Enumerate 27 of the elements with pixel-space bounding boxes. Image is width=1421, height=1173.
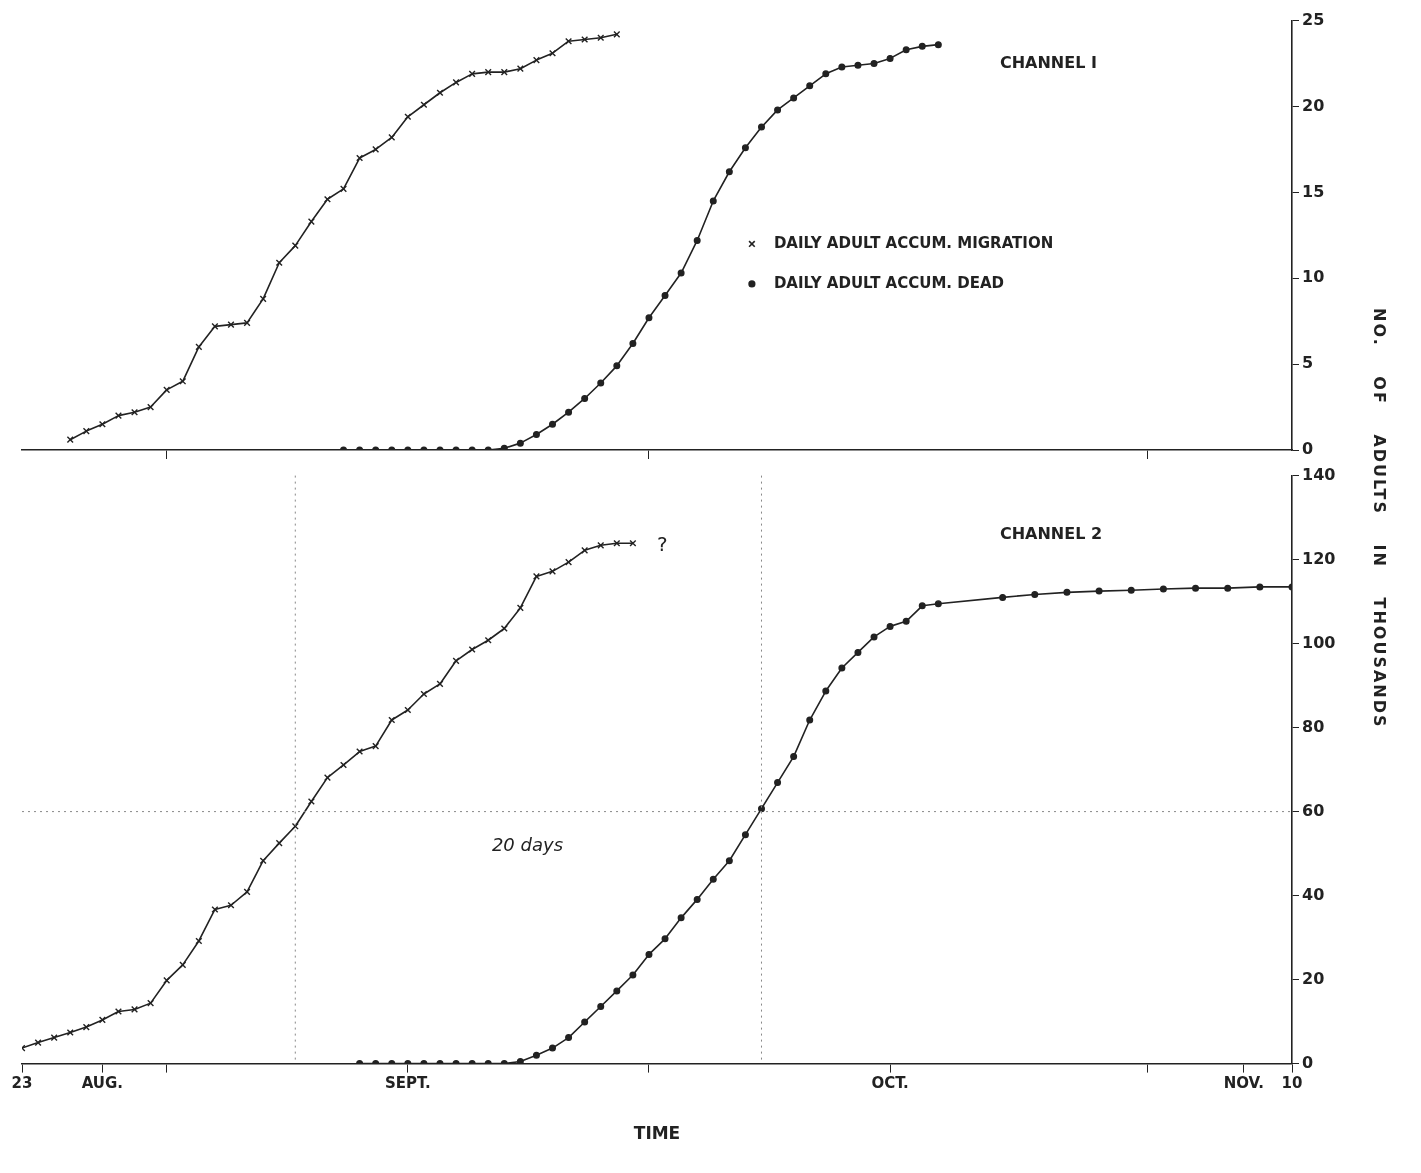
y-tick-label: 20 bbox=[1302, 95, 1325, 115]
x-tick-label: OCT. bbox=[871, 1074, 909, 1093]
y-tick-label: 140 bbox=[1302, 464, 1336, 484]
x-tick-label: 23 bbox=[11, 1074, 33, 1093]
y-tick-label: 10 bbox=[1302, 267, 1325, 287]
x-tick-label: SEPT. bbox=[384, 1074, 431, 1093]
y-tick-label: 5 bbox=[1302, 353, 1314, 373]
y-tick-label: 0 bbox=[1302, 1052, 1314, 1072]
x-tick-label: AUG. bbox=[81, 1074, 124, 1093]
annotation: ? bbox=[657, 532, 668, 557]
y-tick-label: 120 bbox=[1302, 548, 1336, 568]
y-tick-label: 80 bbox=[1302, 716, 1325, 736]
legend-label: DAILY ADULT ACCUM. DEAD bbox=[773, 273, 1005, 292]
annotation: CHANNEL 2 bbox=[999, 523, 1103, 543]
y-tick-label: 25 bbox=[1302, 9, 1325, 29]
x-axis-title: TIME bbox=[633, 1123, 681, 1144]
y-tick-label: 100 bbox=[1302, 632, 1336, 652]
y-tick-label: 0 bbox=[1302, 439, 1314, 459]
legend-label: DAILY ADULT ACCUM. MIGRATION bbox=[773, 233, 1054, 252]
annotation: CHANNEL I bbox=[999, 52, 1097, 72]
y-tick-label: 40 bbox=[1302, 884, 1325, 904]
y-tick-label: 20 bbox=[1302, 968, 1325, 988]
x-tick-label: NOV. bbox=[1223, 1074, 1264, 1093]
y-axis-title: NO. OF ADULTS IN THOUSANDS bbox=[1370, 306, 1389, 731]
y-tick-label: 15 bbox=[1302, 181, 1325, 201]
y-tick-label: 60 bbox=[1302, 800, 1325, 820]
annotation: 20 days bbox=[491, 833, 564, 855]
